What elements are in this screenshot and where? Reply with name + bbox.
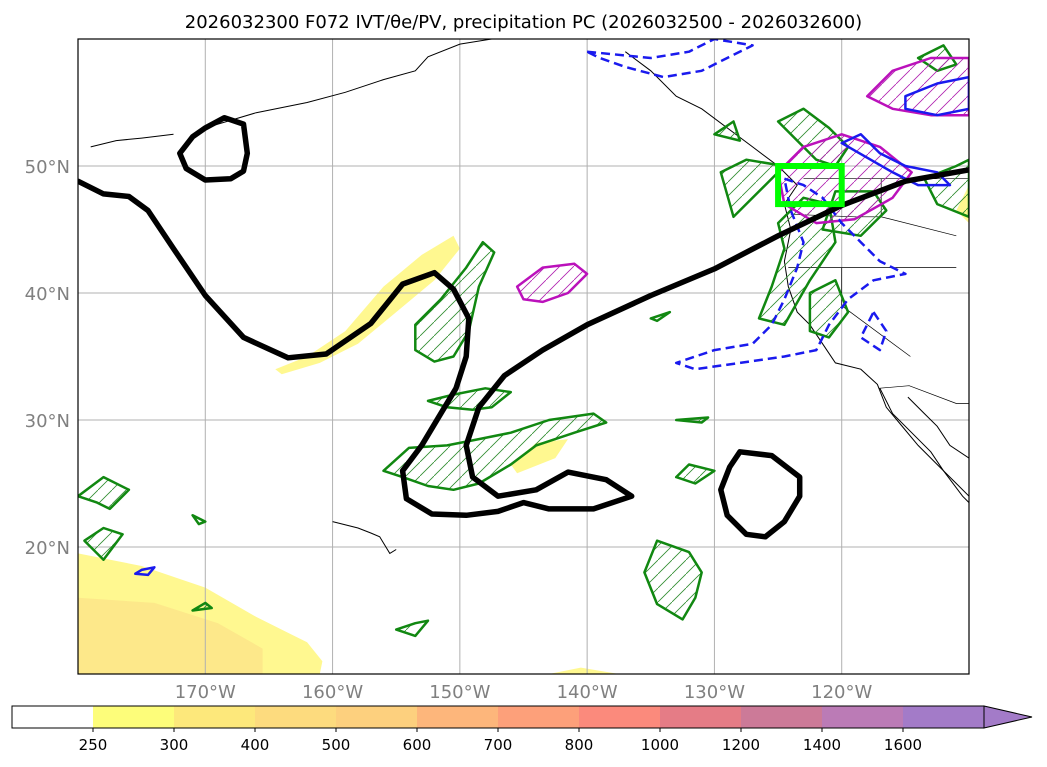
colorbar-tick-label: 600 (403, 736, 432, 754)
magenta-contour-m3 (865, 56, 969, 117)
x-axis: 170°W 160°W 150°W 140°W 130°W 120°W (175, 682, 873, 703)
x-tick-label: 120°W (811, 682, 872, 703)
y-tick-label: 50°N (25, 157, 70, 178)
y-tick-label: 40°N (25, 284, 70, 305)
chart-title: 2026032300 F072 IVT/θe/PV, precipitation… (185, 12, 862, 33)
green-contour-g9 (191, 514, 207, 526)
x-tick-label: 170°W (175, 682, 236, 703)
magenta-contour-layer (515, 56, 969, 304)
colorbar-segment (93, 706, 175, 728)
black-contour-upper-closed (177, 114, 251, 183)
green-contour-g3 (382, 412, 608, 492)
colorbar-tick-label: 800 (565, 736, 594, 754)
colorbar-tick-label: 1200 (722, 736, 760, 754)
colorbar-segment (822, 706, 904, 728)
colorbar-tick-label: 400 (241, 736, 270, 754)
blue-contour-b3 (134, 566, 156, 577)
green-contour-g15 (808, 279, 850, 339)
colorbar-segment (255, 706, 337, 728)
green-contour-g7 (78, 475, 131, 511)
colorbar-segment (660, 706, 742, 728)
x-tick-label: 130°W (684, 682, 745, 703)
colorbar-tick-label: 250 (79, 736, 108, 754)
map-plot-area (77, 38, 970, 675)
black-contour-lower-closed (718, 449, 803, 540)
colorbar-segment (174, 706, 256, 728)
colorbar-segment (741, 706, 823, 728)
colorbar: 250 300 400 500 600 700 800 1000 1200 1400 1600 (11, 705, 1033, 754)
green-contour-g11 (394, 619, 430, 638)
blue-contour-b2 (840, 133, 952, 187)
green-contour-g1 (414, 240, 496, 363)
magenta-contour-m1 (515, 262, 589, 304)
green-contour-layer (78, 44, 969, 638)
colorbar-tick-label: 500 (322, 736, 351, 754)
colorbar-segment (12, 706, 94, 728)
black-contour-layer (78, 114, 969, 540)
border-us-mexico (878, 385, 969, 404)
y-tick-label: 20°N (25, 538, 70, 559)
green-contour-g5 (643, 539, 703, 621)
green-contour-g4 (674, 416, 710, 424)
colorbar-segment (579, 706, 661, 728)
colorbar-tick-label: 300 (160, 736, 189, 754)
coastline-baja (879, 388, 969, 503)
highlight-box-layer (775, 163, 845, 208)
coastline-hawaii (332, 521, 397, 555)
ivt-region-small-patch (510, 439, 568, 474)
blue-dashed-contour-bd3 (859, 310, 888, 352)
coastline-gulf-coast (907, 396, 969, 459)
colorbar-tick-label: 700 (484, 736, 513, 754)
green-contour-g19 (649, 310, 672, 323)
y-axis: 20°N 30°N 40°N 50°N (25, 157, 70, 559)
colorbar-extend-arrow (983, 705, 1033, 729)
green-contour-g13 (719, 158, 786, 219)
x-tick-label: 150°W (429, 682, 490, 703)
blue-dashed-contour-bd2 (674, 177, 907, 371)
colorbar-segment (417, 706, 499, 728)
colorbar-tick-label: 1000 (641, 736, 679, 754)
ivt-region-central-band (275, 235, 460, 375)
colorbar-tick-label: 1400 (803, 736, 841, 754)
colorbar-tick-label: 1600 (884, 736, 922, 754)
colorbar-segment (498, 706, 580, 728)
green-contour-g8 (83, 526, 124, 561)
colorbar-segment (336, 706, 418, 728)
blue-dashed-contour-bd1 (585, 39, 754, 79)
coastline-aleutians (90, 133, 174, 148)
blue-contour-layer (134, 39, 969, 577)
x-tick-label: 160°W (302, 682, 363, 703)
green-contour-g20 (713, 120, 742, 142)
ivt-fill-layer (78, 185, 969, 674)
colorbar-segment (903, 706, 985, 728)
coastline-alaska (205, 39, 537, 129)
x-tick-label: 140°W (557, 682, 618, 703)
ivt-region-southwest-core (78, 597, 263, 674)
plot-frame (77, 38, 970, 675)
highlight-box (775, 163, 845, 208)
black-contour-main-trough (78, 167, 969, 519)
green-contour-g6 (674, 463, 716, 485)
ivt-region-south-patch (549, 667, 619, 674)
green-contour-g10 (191, 601, 213, 612)
blue-contour-b1 (904, 75, 969, 117)
y-tick-label: 30°N (25, 411, 70, 432)
